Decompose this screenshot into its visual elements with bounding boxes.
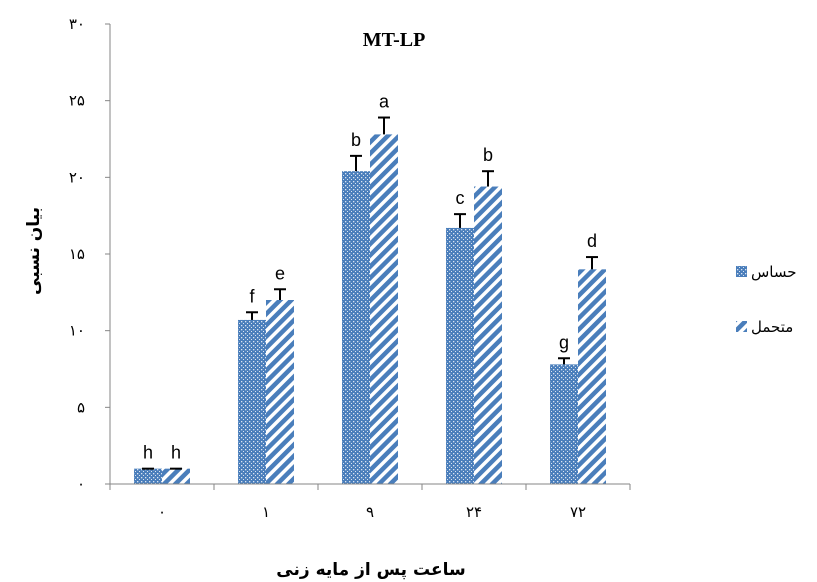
chart-title: MT-LP [363,29,426,51]
x-axis-title: ساعت پس از مایه زنی [276,560,465,580]
y-tick-label: ۵ [77,398,85,416]
bar-series-1 [134,468,162,484]
x-tick-label: ۰ [158,503,166,521]
legend: حساس متحمل [736,263,797,336]
y-tick-label: ۲۰ [69,168,85,186]
significance-label: h [143,443,153,463]
y-tick-label: ۱۵ [69,245,85,263]
y-axis-title: بیان نسبی [24,207,44,295]
x-tick-label: ۷۲ [570,503,586,521]
legend-label-series-1: حساس [751,263,797,281]
bar-series-2 [578,269,606,484]
bar-series-2 [474,186,502,485]
y-axis-ticks: ۰ ۵ ۱۰ ۱۵ ۲۰ ۲۵ ۳۰ [69,15,110,493]
x-axis-ticks: ۰ ۱ ۹ ۲۴ ۷۲ [109,484,631,521]
bar-series-2 [370,134,398,484]
significance-label: b [483,145,493,165]
y-tick-label: ۰ [77,475,85,493]
significance-label: e [275,263,285,283]
significance-label: g [559,332,569,352]
significance-label: d [587,231,597,251]
bar-series-1 [342,171,370,484]
significance-label: b [351,130,361,150]
legend-swatch-series-2 [736,321,747,332]
y-tick-label: ۳۰ [69,15,85,33]
x-tick-label: ۹ [366,503,374,521]
bar-series-1 [238,319,266,484]
significance-label: h [171,443,181,463]
bar-series-2 [162,468,190,484]
legend-label-series-2: متحمل [751,318,793,336]
legend-swatch-series-1 [736,266,747,277]
significance-label: f [249,286,255,306]
significance-label: a [379,92,390,112]
x-tick-label: ۱ [262,503,270,521]
bar-series-1 [446,227,474,484]
bar-series-1 [550,364,578,484]
significance-label: c [456,188,465,208]
y-tick-label: ۱۰ [69,322,85,340]
y-tick-label: ۲۵ [69,92,85,110]
bar-series-2 [266,300,294,484]
x-tick-label: ۲۴ [466,503,482,521]
